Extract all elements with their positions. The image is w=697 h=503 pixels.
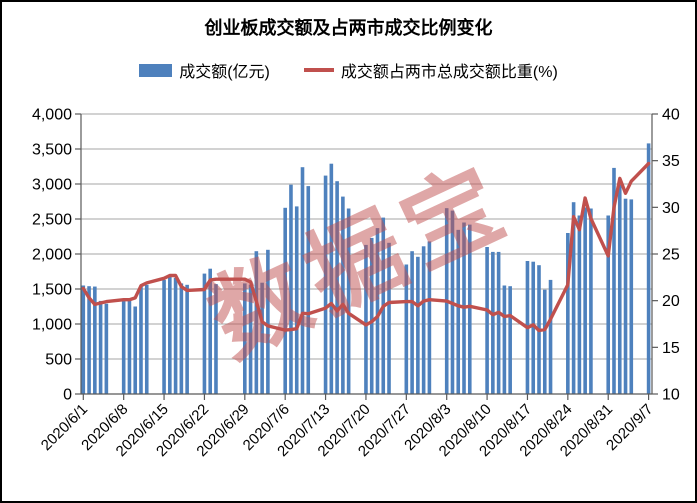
y-axis-left-label: 3,500 xyxy=(32,142,72,159)
volume-bar xyxy=(623,198,628,394)
volume-bar xyxy=(248,284,253,394)
volume-bar xyxy=(496,251,501,394)
volume-bar xyxy=(283,207,287,394)
volume-bar xyxy=(577,215,582,394)
volume-bar xyxy=(421,246,426,394)
volume-bar xyxy=(416,256,420,394)
volume-bar xyxy=(508,286,512,394)
volume-bar xyxy=(202,273,207,394)
volume-bar xyxy=(98,300,103,394)
y-axis-left-label: 500 xyxy=(45,352,72,369)
ratio-line-swatch-icon xyxy=(303,68,334,72)
volume-bar xyxy=(335,181,339,394)
watermark: 数据宝 xyxy=(194,146,527,377)
volume-bar xyxy=(162,279,166,394)
volume-bar xyxy=(306,186,311,394)
volume-bar xyxy=(566,233,570,394)
y-axis-right-label: 35 xyxy=(662,153,680,170)
volume-bar xyxy=(364,244,368,394)
volume-bar xyxy=(346,208,351,394)
volume-bar xyxy=(387,242,391,394)
y-axis-left-label: 2,000 xyxy=(32,247,72,264)
y-axis-right-label: 15 xyxy=(662,340,680,357)
volume-bar xyxy=(606,215,611,394)
volume-bar xyxy=(127,298,132,394)
volume-bar xyxy=(612,167,616,394)
volume-bar xyxy=(491,251,495,394)
y-axis-left-label: 3,000 xyxy=(32,177,72,194)
legend-label-ratio: 成交额占两市总成交额比重(%) xyxy=(340,64,558,81)
volume-bar xyxy=(369,237,374,394)
y-axis-right-label: 40 xyxy=(662,107,680,124)
volume-bar xyxy=(583,207,587,394)
y-axis-left-label: 2,500 xyxy=(32,212,72,229)
y-axis-right-label: 20 xyxy=(662,293,680,310)
volume-bar xyxy=(266,249,270,394)
volume-bar xyxy=(404,264,409,394)
volume-bar xyxy=(81,285,86,394)
volume-bar xyxy=(289,184,293,394)
legend-item-volume: 成交额(亿元) xyxy=(139,58,270,82)
volume-bar xyxy=(104,303,109,394)
volume-bar xyxy=(646,143,651,394)
volume-bar xyxy=(542,289,547,394)
legend-label-volume: 成交额(亿元) xyxy=(179,64,270,81)
volume-bar xyxy=(427,241,432,394)
volume-bar xyxy=(571,202,576,394)
y-axis-right-label: 10 xyxy=(662,387,680,404)
volume-bar xyxy=(243,283,247,394)
volume-bar xyxy=(548,279,553,394)
legend: 成交额(亿元) 成交额占两市总成交额比重(%) xyxy=(2,58,695,82)
y-axis-left-label: 1,500 xyxy=(32,282,72,299)
volume-bar xyxy=(168,276,172,394)
volume-bar xyxy=(185,284,189,394)
volume-bar xyxy=(617,184,622,394)
volume-bar-swatch-icon xyxy=(139,63,173,77)
volume-bar xyxy=(467,224,472,394)
volume-bar xyxy=(300,167,305,394)
volume-bar xyxy=(329,163,334,394)
volume-bar xyxy=(93,286,97,394)
y-axis-right-label: 25 xyxy=(662,247,680,264)
y-axis-right-label: 30 xyxy=(662,200,680,217)
volume-bar xyxy=(456,229,461,394)
volume-bar xyxy=(502,285,507,394)
volume-bar xyxy=(173,277,178,394)
volume-bar xyxy=(531,261,536,394)
volume-bar xyxy=(589,208,593,394)
ratio-line xyxy=(81,161,651,333)
volume-bar xyxy=(260,282,264,394)
volume-bar xyxy=(254,251,259,394)
volume-bar xyxy=(341,196,345,394)
volume-bar xyxy=(179,283,184,394)
volume-bar xyxy=(410,251,414,394)
chart-title: 创业板成交额及占两市成交比例变化 xyxy=(204,18,493,38)
volume-bar xyxy=(139,285,143,394)
volume-bar xyxy=(121,299,126,394)
volume-bar xyxy=(133,306,138,394)
volume-bar xyxy=(87,286,91,394)
legend-item-ratio: 成交额占两市总成交额比重(%) xyxy=(303,58,558,82)
volume-bar xyxy=(323,175,328,394)
volume-bar xyxy=(629,199,634,394)
volume-bar xyxy=(214,284,218,394)
y-axis-left-label: 1,000 xyxy=(32,317,72,334)
y-axis-left-label: 0 xyxy=(63,387,72,404)
volume-bar xyxy=(208,268,212,394)
volume-bar xyxy=(485,247,489,394)
volume-bar xyxy=(294,206,299,394)
volume-bar xyxy=(375,228,380,394)
volume-bar xyxy=(144,284,149,394)
y-axis-left-label: 4,000 xyxy=(32,107,72,124)
